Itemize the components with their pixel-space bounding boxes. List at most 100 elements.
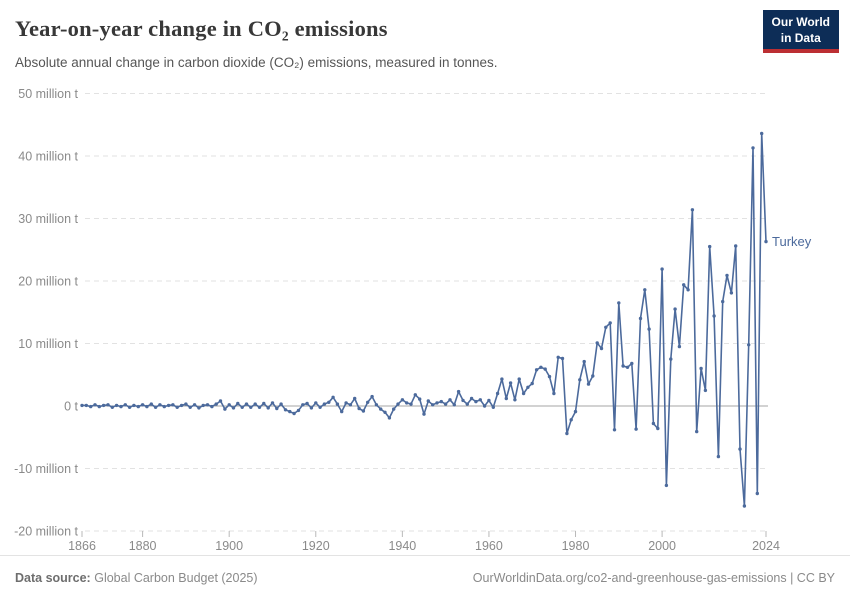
data-point[interactable] [556, 355, 560, 359]
data-point[interactable] [521, 391, 526, 396]
data-point[interactable] [482, 404, 487, 408]
data-point[interactable] [231, 406, 236, 410]
data-point[interactable] [227, 403, 231, 407]
data-point[interactable] [322, 402, 327, 406]
data-point[interactable] [188, 405, 192, 409]
owid-logo[interactable]: Our World in Data [762, 10, 839, 54]
data-point[interactable] [331, 395, 335, 399]
data-point[interactable] [257, 405, 262, 409]
data-point[interactable] [236, 401, 240, 406]
data-point[interactable] [625, 365, 630, 369]
data-point[interactable] [192, 403, 197, 407]
data-point[interactable] [426, 399, 430, 403]
data-point[interactable] [379, 407, 383, 411]
data-point[interactable] [361, 409, 366, 413]
data-point[interactable] [638, 316, 643, 321]
data-point[interactable] [262, 401, 266, 406]
data-point[interactable] [682, 283, 686, 287]
data-point[interactable] [244, 402, 249, 406]
data-point[interactable] [695, 429, 699, 434]
data-point[interactable] [84, 403, 89, 408]
data-point[interactable] [166, 403, 171, 408]
data-point[interactable] [634, 427, 638, 431]
data-point[interactable] [353, 396, 357, 401]
data-point[interactable] [747, 343, 751, 347]
data-point[interactable] [80, 403, 84, 408]
data-point[interactable] [253, 402, 257, 406]
data-point[interactable] [106, 403, 110, 407]
data-point[interactable] [340, 409, 344, 414]
data-point[interactable] [348, 403, 353, 407]
data-point[interactable] [703, 388, 708, 393]
data-point[interactable] [504, 396, 508, 401]
data-point[interactable] [309, 406, 314, 410]
data-point[interactable] [547, 374, 552, 379]
data-point[interactable] [335, 402, 340, 406]
data-point[interactable] [604, 325, 608, 329]
data-point[interactable] [400, 398, 405, 402]
data-point[interactable] [314, 401, 318, 405]
data-point[interactable] [612, 428, 617, 432]
data-point[interactable] [660, 267, 664, 271]
data-point[interactable] [474, 399, 478, 404]
data-point[interactable] [582, 359, 586, 364]
data-point[interactable] [392, 407, 396, 411]
data-point[interactable] [708, 244, 712, 249]
data-point[interactable] [266, 406, 270, 410]
data-point[interactable] [132, 403, 136, 408]
data-point[interactable] [288, 409, 292, 414]
data-point[interactable] [513, 398, 517, 402]
data-point[interactable] [608, 321, 612, 325]
data-point[interactable] [366, 400, 370, 404]
data-point[interactable] [93, 403, 97, 407]
data-point[interactable] [179, 403, 184, 408]
data-point[interactable] [526, 385, 530, 389]
data-point[interactable] [158, 403, 162, 407]
data-point[interactable] [283, 408, 288, 412]
footer-link[interactable]: OurWorldinData.org/co2-and-greenhouse-ga… [472, 571, 835, 585]
data-point[interactable] [162, 404, 166, 409]
data-point[interactable] [690, 208, 695, 212]
data-point[interactable] [569, 418, 573, 422]
data-point[interactable] [205, 403, 210, 407]
data-point[interactable] [725, 273, 729, 278]
data-point[interactable] [275, 406, 279, 411]
data-point[interactable] [716, 454, 721, 459]
data-point[interactable] [500, 377, 504, 381]
data-point[interactable] [578, 378, 582, 382]
data-point[interactable] [651, 421, 656, 426]
data-point[interactable] [656, 426, 660, 431]
data-point[interactable] [469, 396, 474, 401]
data-point[interactable] [357, 406, 361, 411]
data-point[interactable] [175, 405, 179, 409]
data-point[interactable] [742, 504, 747, 508]
data-point[interactable] [210, 404, 214, 409]
data-point[interactable] [508, 381, 513, 385]
data-point[interactable] [344, 401, 348, 405]
data-point[interactable] [465, 402, 469, 406]
data-point[interactable] [114, 403, 119, 408]
data-point[interactable] [101, 403, 106, 408]
data-point[interactable] [201, 403, 205, 408]
data-point[interactable] [560, 356, 565, 361]
data-point[interactable] [495, 391, 500, 396]
data-point[interactable] [110, 405, 115, 409]
data-point[interactable] [418, 397, 422, 401]
data-point[interactable] [422, 412, 426, 416]
data-point[interactable] [573, 409, 578, 414]
data-point[interactable] [751, 146, 755, 150]
data-point[interactable] [223, 407, 227, 411]
data-point[interactable] [270, 401, 275, 405]
data-point[interactable] [530, 381, 534, 386]
data-point[interactable] [439, 399, 443, 404]
data-point[interactable] [279, 402, 283, 406]
data-point[interactable] [318, 405, 322, 409]
data-point[interactable] [184, 402, 188, 406]
data-point[interactable] [738, 447, 742, 451]
data-point[interactable] [136, 404, 140, 409]
data-point[interactable] [452, 403, 456, 407]
data-point[interactable] [409, 402, 413, 406]
data-point[interactable] [214, 402, 218, 406]
data-point[interactable] [686, 288, 690, 292]
data-point[interactable] [374, 403, 379, 407]
